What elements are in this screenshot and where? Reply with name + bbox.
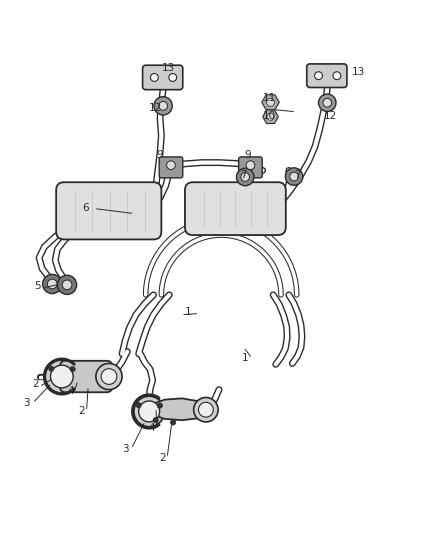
Text: 2: 2 bbox=[78, 406, 85, 416]
Text: 2: 2 bbox=[32, 379, 39, 390]
Circle shape bbox=[42, 274, 62, 294]
Text: 1: 1 bbox=[185, 308, 192, 317]
Circle shape bbox=[154, 96, 172, 115]
Text: 3: 3 bbox=[122, 444, 128, 454]
Circle shape bbox=[47, 279, 57, 289]
Circle shape bbox=[49, 366, 54, 372]
Text: 2: 2 bbox=[159, 453, 166, 463]
Text: 12: 12 bbox=[324, 111, 337, 121]
FancyBboxPatch shape bbox=[307, 64, 347, 87]
Circle shape bbox=[134, 396, 164, 427]
Circle shape bbox=[62, 280, 72, 289]
Circle shape bbox=[198, 402, 213, 417]
Circle shape bbox=[150, 74, 158, 82]
FancyBboxPatch shape bbox=[56, 182, 161, 239]
FancyBboxPatch shape bbox=[159, 157, 183, 178]
Polygon shape bbox=[262, 95, 279, 110]
Polygon shape bbox=[263, 110, 279, 124]
Circle shape bbox=[170, 420, 176, 425]
Circle shape bbox=[159, 101, 167, 110]
FancyBboxPatch shape bbox=[239, 157, 262, 178]
Circle shape bbox=[45, 360, 78, 393]
Text: 3: 3 bbox=[24, 398, 30, 408]
Circle shape bbox=[57, 275, 77, 294]
Circle shape bbox=[333, 72, 341, 79]
FancyBboxPatch shape bbox=[143, 65, 183, 90]
Text: 7: 7 bbox=[294, 170, 301, 180]
Circle shape bbox=[323, 99, 332, 107]
Text: 5: 5 bbox=[35, 281, 41, 291]
Circle shape bbox=[286, 168, 303, 185]
Text: 4: 4 bbox=[148, 423, 155, 433]
Circle shape bbox=[237, 168, 254, 185]
Text: 11: 11 bbox=[263, 93, 276, 103]
Text: 10: 10 bbox=[263, 111, 276, 121]
Circle shape bbox=[166, 161, 175, 169]
Circle shape bbox=[50, 365, 73, 388]
Text: 9: 9 bbox=[244, 150, 251, 160]
Circle shape bbox=[169, 74, 177, 82]
Circle shape bbox=[246, 161, 255, 169]
Text: 12: 12 bbox=[149, 103, 162, 114]
Polygon shape bbox=[266, 99, 275, 106]
Circle shape bbox=[96, 364, 122, 390]
Circle shape bbox=[267, 113, 274, 120]
Polygon shape bbox=[152, 398, 205, 420]
Circle shape bbox=[139, 401, 159, 422]
Text: 9: 9 bbox=[157, 150, 163, 160]
Circle shape bbox=[290, 172, 298, 181]
Circle shape bbox=[157, 403, 162, 408]
Text: 7: 7 bbox=[240, 170, 246, 180]
Circle shape bbox=[318, 94, 336, 111]
Text: 4: 4 bbox=[67, 386, 74, 396]
Circle shape bbox=[194, 398, 218, 422]
Text: 13: 13 bbox=[352, 67, 365, 77]
Circle shape bbox=[241, 173, 250, 181]
Text: 1: 1 bbox=[242, 353, 248, 363]
Text: 6: 6 bbox=[82, 203, 89, 213]
Circle shape bbox=[153, 417, 158, 423]
Circle shape bbox=[101, 369, 117, 384]
FancyBboxPatch shape bbox=[185, 182, 286, 235]
FancyBboxPatch shape bbox=[60, 361, 112, 392]
Circle shape bbox=[136, 402, 141, 408]
Text: 13: 13 bbox=[162, 63, 175, 73]
Circle shape bbox=[314, 72, 322, 79]
Circle shape bbox=[70, 367, 75, 372]
